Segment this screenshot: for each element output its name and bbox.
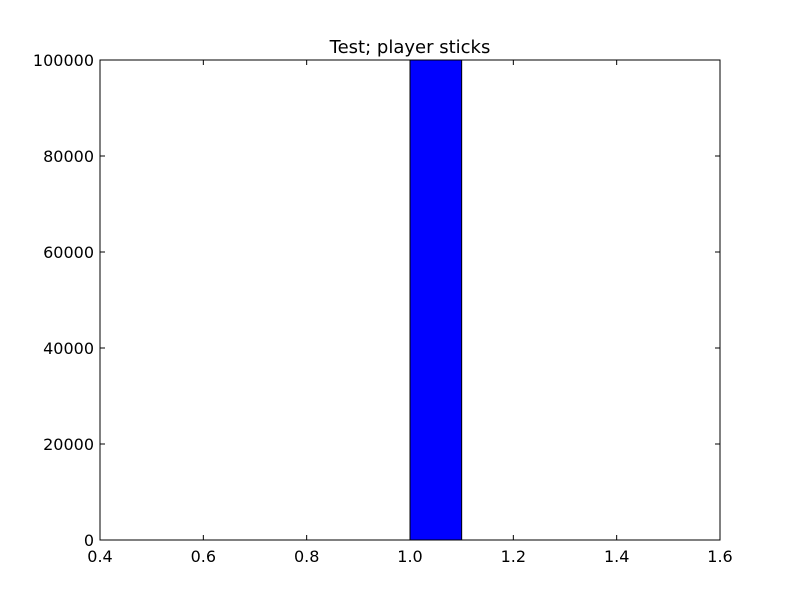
x-tick-label-2: 0.8	[294, 547, 319, 566]
y-tick-label-0: 0	[84, 531, 94, 550]
x-tick-label-6: 1.6	[707, 547, 732, 566]
y-tick-label-4: 80000	[43, 147, 94, 166]
x-tick-label-3: 1.0	[397, 547, 422, 566]
y-tick-label-5: 100000	[33, 51, 94, 70]
plot-frame	[99, 59, 721, 541]
y-tick-label-2: 40000	[43, 339, 94, 358]
x-tick-label-0: 0.4	[87, 547, 112, 566]
chart-title: Test; player sticks	[329, 37, 491, 58]
ticks-layer: 0.4 0.6 0.8 1.0 1.2 1.4 1.6 0 20000 40000 60000 800…	[33, 51, 733, 566]
x-tick-label-1: 0.6	[191, 547, 216, 566]
y-tick-label-1: 20000	[43, 435, 94, 454]
y-tick-label-3: 60000	[43, 243, 94, 262]
x-tick-label-4: 1.2	[501, 547, 526, 566]
bars-layer	[409, 59, 463, 541]
histogram-bar-5	[409, 59, 463, 541]
x-tick-label-5: 1.4	[604, 547, 629, 566]
